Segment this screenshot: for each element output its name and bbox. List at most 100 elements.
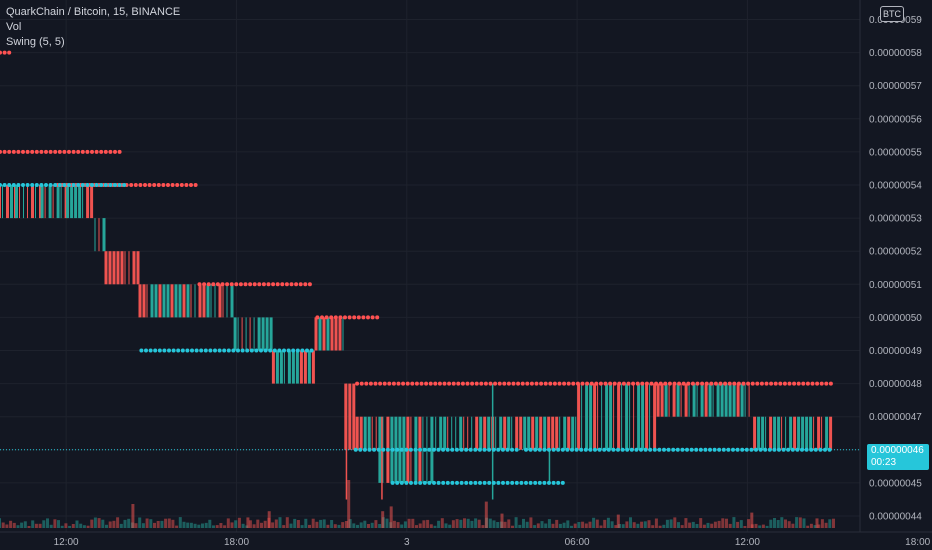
swing-high-dot: [67, 149, 71, 154]
swing-high-dot: [94, 149, 99, 154]
last-price-value: 0.00000046: [871, 445, 924, 456]
swing-low-dot: [213, 348, 217, 353]
swing-high-dot: [44, 149, 48, 154]
volume-bar: [274, 519, 278, 528]
swing-high-dot: [474, 381, 479, 386]
volume-bar: [90, 519, 94, 528]
swing-low-dot: [777, 447, 781, 452]
swing-low-dot: [157, 348, 162, 353]
swing-low-dot: [362, 447, 367, 452]
swing-low-dot: [547, 480, 551, 485]
swing-low-dot: [203, 348, 208, 353]
volume-bar: [677, 522, 680, 528]
volume-bar: [304, 518, 308, 528]
candle: [283, 350, 285, 384]
volume-bar: [544, 523, 548, 528]
volume-bar: [691, 521, 695, 528]
swing-low-dot: [441, 480, 446, 485]
symbol-title[interactable]: QuarkChain / Bitcoin, 15, BINANCE: [6, 6, 181, 18]
swing-low-dot: [113, 183, 117, 187]
candle: [748, 383, 750, 417]
volume-bar: [389, 506, 393, 528]
volume-bar: [728, 523, 732, 528]
candle: [555, 416, 559, 450]
swing-low-dot: [171, 348, 176, 353]
swing-low-dot: [399, 447, 404, 452]
candle: [230, 284, 234, 318]
swing-high-dot: [695, 381, 700, 386]
swing-low-dot: [666, 447, 671, 452]
swing-high-dot: [117, 149, 122, 154]
swing-low-dot: [464, 447, 469, 452]
candle: [322, 317, 326, 351]
candle: [334, 317, 338, 351]
swing-high-dot: [113, 149, 117, 154]
candle: [60, 185, 62, 219]
candle: [563, 416, 567, 450]
swing-high-dot: [71, 149, 76, 154]
candle: [210, 284, 212, 318]
swing-low-dot: [809, 447, 814, 452]
swing-low-dot: [786, 447, 791, 452]
candle: [539, 416, 543, 450]
swing-high-dot: [769, 381, 774, 386]
swing-high-dot: [108, 149, 113, 154]
volume-bar: [503, 521, 507, 528]
swing-high-dot: [30, 149, 35, 154]
volume-bar: [248, 520, 252, 528]
volume-bar: [710, 523, 714, 528]
swing-low-dot: [519, 480, 524, 485]
swing-low-dot: [148, 348, 153, 353]
swing-low-dot: [671, 447, 676, 452]
currency-badge[interactable]: BTC: [880, 6, 904, 22]
swing-high-dot: [419, 381, 424, 386]
swing-low-dot: [404, 447, 409, 452]
swing-high-dot: [497, 381, 502, 386]
swing-high-dot: [663, 381, 668, 386]
candle: [307, 350, 311, 384]
candle: [206, 284, 210, 318]
candle: [601, 383, 603, 450]
candle: [194, 284, 196, 318]
candle: [116, 251, 120, 285]
swing-low-dot: [588, 447, 593, 452]
candle: [801, 416, 805, 450]
swing-high-dot: [275, 282, 280, 287]
candle: [154, 284, 158, 318]
swing-high-dot: [401, 381, 406, 386]
swing-indicator-label[interactable]: Swing (5, 5): [6, 36, 65, 48]
swing-low-dot: [537, 480, 542, 485]
swing-low-dot: [579, 447, 584, 452]
swing-low-dot: [372, 447, 377, 452]
candle: [174, 284, 178, 318]
swing-low-dot: [431, 447, 436, 452]
swing-low-dot: [413, 480, 418, 485]
volume-indicator-label[interactable]: Vol: [6, 21, 22, 33]
candle: [447, 416, 449, 450]
candle: [299, 350, 303, 384]
swing-low-dot: [167, 348, 171, 353]
swing-low-dot: [217, 348, 222, 353]
candle: [249, 317, 251, 351]
swing-low-dot: [21, 183, 25, 187]
candle: [585, 383, 589, 450]
volume-bar: [739, 520, 743, 528]
volume-bar: [204, 522, 208, 528]
volume-bar: [246, 517, 250, 528]
volume-bar: [319, 519, 323, 528]
volume-bar: [776, 520, 780, 528]
volume-bar: [717, 520, 721, 528]
volume-bar: [127, 518, 131, 528]
swing-high-dot: [34, 149, 39, 154]
candle: [515, 416, 519, 450]
chart-legend: QuarkChain / Bitcoin, 15, BINANCE Vol Sw…: [6, 5, 180, 50]
price-axis[interactable]: 0.000000590.000000580.000000570.00000056…: [869, 15, 922, 523]
volume-bar: [511, 525, 514, 528]
swing-low-dot: [122, 183, 127, 187]
swing-low-dot: [62, 183, 67, 187]
volume-bar: [765, 525, 769, 528]
volume-bar: [392, 520, 396, 528]
swing-low-dot: [390, 447, 395, 452]
